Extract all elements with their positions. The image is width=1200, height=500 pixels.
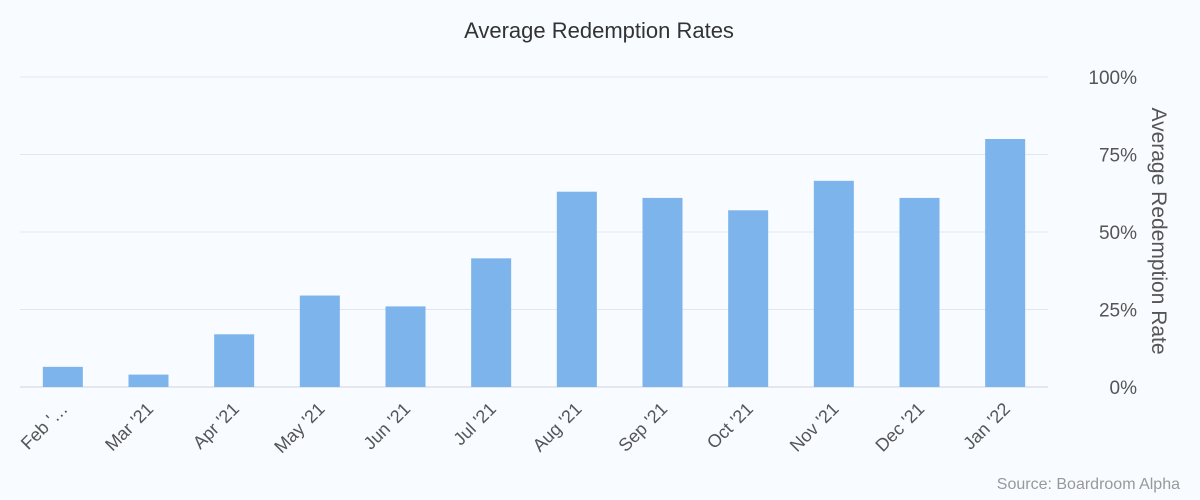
bar[interactable] xyxy=(214,334,255,387)
x-tick-label: Aug '21 xyxy=(529,399,586,456)
x-tick-label: Mar '21 xyxy=(101,399,157,455)
bar[interactable] xyxy=(899,197,940,387)
source-credit: Source: Boardroom Alpha xyxy=(997,476,1180,493)
bars xyxy=(42,139,1026,387)
bar[interactable] xyxy=(385,306,426,387)
x-axis-ticks: Feb '… Mar '21 Apr '21 May '21 Jun '21 Jul '2… xyxy=(17,399,1014,457)
x-tick-label: Nov '21 xyxy=(786,399,843,456)
bar[interactable] xyxy=(471,258,512,387)
x-tick-label: Dec '21 xyxy=(871,399,928,456)
x-tick-label: May '21 xyxy=(270,399,328,457)
bar[interactable] xyxy=(642,197,683,387)
bar[interactable] xyxy=(299,295,340,387)
y-tick-label: 0% xyxy=(1110,378,1138,399)
x-tick-label: Oct '21 xyxy=(703,399,757,453)
x-tick-label: Jul '21 xyxy=(449,399,500,450)
grid-lines xyxy=(20,76,1048,388)
bar[interactable] xyxy=(813,180,854,387)
x-tick-label: Feb '… xyxy=(17,399,72,454)
chart-title: Average Redemption Rates xyxy=(464,18,734,43)
bar[interactable] xyxy=(42,366,83,387)
y-axis-ticks: 0% 25% 50% 75% 100% xyxy=(1088,68,1137,399)
bar[interactable] xyxy=(728,210,769,387)
y-tick-label: 50% xyxy=(1099,223,1137,244)
y-tick-label: 75% xyxy=(1099,146,1137,167)
bar[interactable] xyxy=(128,374,169,387)
x-tick-label: Jan '22 xyxy=(959,399,1014,454)
x-tick-label: Jun '21 xyxy=(360,399,415,454)
y-tick-label: 100% xyxy=(1088,68,1137,89)
x-tick-label: Apr '21 xyxy=(189,399,243,453)
y-tick-label: 25% xyxy=(1099,301,1137,322)
x-tick-label: Sep '21 xyxy=(614,399,671,456)
bar[interactable] xyxy=(556,191,597,387)
y-axis-label: Average Redemption Rate xyxy=(1147,107,1170,354)
bar[interactable] xyxy=(985,139,1026,387)
